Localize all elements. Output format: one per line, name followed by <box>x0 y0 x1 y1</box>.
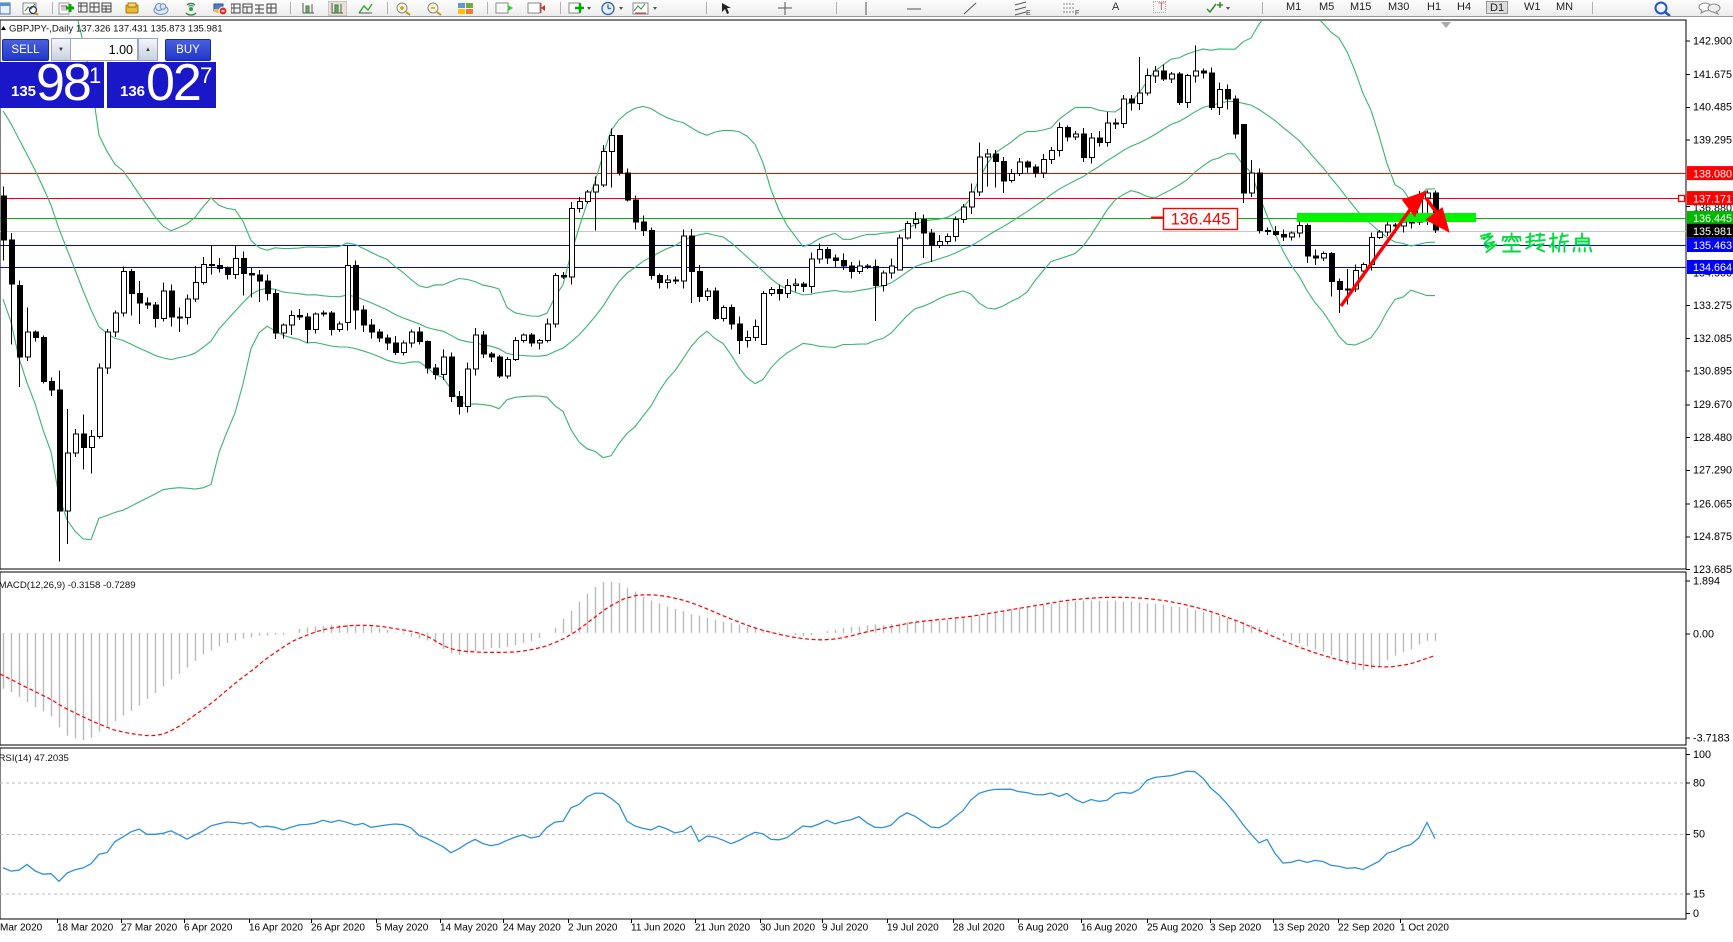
svg-text:5 May 2020: 5 May 2020 <box>376 923 429 934</box>
svg-text:130.895: 130.895 <box>1693 366 1732 378</box>
svg-text:126.065: 126.065 <box>1693 498 1732 510</box>
svg-text:133.275: 133.275 <box>1693 300 1732 312</box>
svg-text:-3.7183: -3.7183 <box>1693 732 1730 744</box>
svg-text:6 Aug 2020: 6 Aug 2020 <box>1018 923 1069 934</box>
svg-text:0.00: 0.00 <box>1693 628 1714 640</box>
svg-text:Mar 2020: Mar 2020 <box>0 923 43 934</box>
svg-text:24 May 2020: 24 May 2020 <box>503 923 561 934</box>
svg-text:F: F <box>1075 10 1079 16</box>
svg-text:18 Mar 2020: 18 Mar 2020 <box>57 923 114 934</box>
svg-text:28 Jul 2020: 28 Jul 2020 <box>953 923 1005 934</box>
svg-text:100: 100 <box>1693 749 1711 761</box>
svg-text:140.485: 140.485 <box>1693 102 1732 114</box>
svg-text:136.445: 136.445 <box>1171 211 1231 229</box>
svg-text:139.295: 139.295 <box>1693 135 1732 147</box>
svg-text:3 Sep 2020: 3 Sep 2020 <box>1210 923 1262 934</box>
svg-text:135.463: 135.463 <box>1693 240 1732 252</box>
svg-text:132.085: 132.085 <box>1693 333 1732 345</box>
svg-text:128.480: 128.480 <box>1693 432 1732 444</box>
svg-text:129.670: 129.670 <box>1693 399 1732 411</box>
svg-text:15: 15 <box>1693 888 1705 900</box>
svg-text:124.875: 124.875 <box>1693 531 1732 543</box>
svg-text:27 Mar 2020: 27 Mar 2020 <box>121 923 178 934</box>
svg-text:9 Jul 2020: 9 Jul 2020 <box>822 923 869 934</box>
svg-text:0: 0 <box>1693 908 1699 920</box>
svg-text:127.290: 127.290 <box>1693 465 1732 477</box>
svg-text:30 Jun 2020: 30 Jun 2020 <box>760 923 815 934</box>
svg-text:GBPJPY-,Daily 137.326 137.431: GBPJPY-,Daily 137.326 137.431 135.873 13… <box>9 24 223 35</box>
svg-text:13 Sep 2020: 13 Sep 2020 <box>1273 923 1330 934</box>
svg-text:16 Apr 2020: 16 Apr 2020 <box>249 923 303 934</box>
svg-text:RSI(14) 47.2035: RSI(14) 47.2035 <box>0 753 69 764</box>
svg-text:22 Sep 2020: 22 Sep 2020 <box>1338 923 1395 934</box>
svg-text:134.664: 134.664 <box>1693 262 1732 274</box>
svg-text:E: E <box>1026 10 1031 16</box>
svg-text:2 Jun 2020: 2 Jun 2020 <box>568 923 618 934</box>
svg-text:137.171: 137.171 <box>1693 193 1732 205</box>
svg-text:MACD(12,26,9) -0.3158 -0.7289: MACD(12,26,9) -0.3158 -0.7289 <box>0 580 136 591</box>
svg-text:6 Apr 2020: 6 Apr 2020 <box>184 923 233 934</box>
svg-text:1.894: 1.894 <box>1693 575 1720 587</box>
svg-text:25 Aug 2020: 25 Aug 2020 <box>1147 923 1204 934</box>
svg-text:142.900: 142.900 <box>1693 35 1732 47</box>
svg-text:50: 50 <box>1693 829 1705 841</box>
svg-text:16 Aug 2020: 16 Aug 2020 <box>1081 923 1138 934</box>
svg-text:14 May 2020: 14 May 2020 <box>440 923 498 934</box>
svg-text:1 Oct 2020: 1 Oct 2020 <box>1400 923 1449 934</box>
svg-text:141.675: 141.675 <box>1693 69 1732 81</box>
svg-text:19 Jul 2020: 19 Jul 2020 <box>887 923 939 934</box>
svg-text:138.080: 138.080 <box>1693 168 1732 180</box>
svg-text:136.445: 136.445 <box>1693 213 1732 225</box>
svg-text:11 Jun 2020: 11 Jun 2020 <box>631 923 686 934</box>
svg-text:123.685: 123.685 <box>1693 564 1732 576</box>
svg-text:80: 80 <box>1693 777 1705 789</box>
svg-text:21 Jun 2020: 21 Jun 2020 <box>695 923 750 934</box>
svg-text:135.981: 135.981 <box>1693 226 1732 238</box>
svg-text:26 Apr 2020: 26 Apr 2020 <box>311 923 365 934</box>
